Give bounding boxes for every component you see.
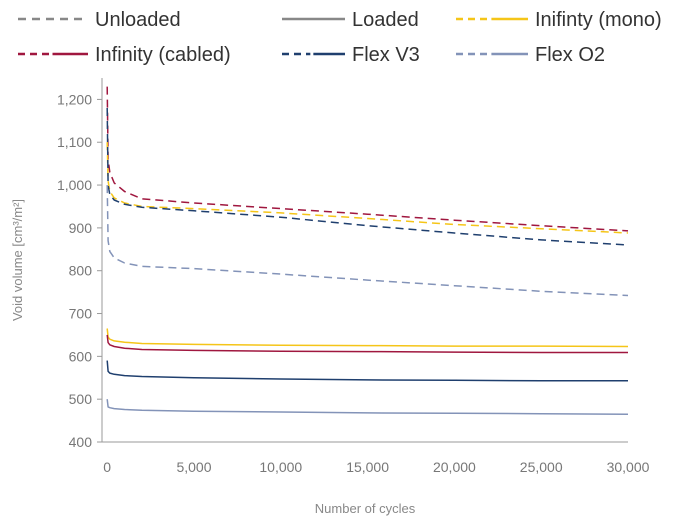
x-tick-label: 15,000 <box>346 459 389 475</box>
series-line-flex-v3-unloaded <box>106 107 629 246</box>
legend-item-loaded: Loaded <box>282 9 419 31</box>
y-axis-ticks: 400 500 600 700 800 900 1,000 1,100 1,200 <box>57 91 102 450</box>
series-line-flex-o2-loaded <box>106 399 629 415</box>
y-tick-label: 900 <box>69 220 93 236</box>
legend-item-unloaded: Unloaded <box>18 9 181 31</box>
y-tick-label: 500 <box>69 391 93 407</box>
series-lines <box>106 86 629 415</box>
legend-label: Unloaded <box>95 9 181 31</box>
y-tick-label: 1,100 <box>57 134 92 150</box>
legend-label: Flex O2 <box>535 44 605 66</box>
chart-axes <box>101 78 628 443</box>
legend-label: Infinity (cabled) <box>95 44 231 66</box>
x-axis-ticks: 0 5,000 10,000 15,000 20,000 25,000 30,000 <box>103 459 649 475</box>
series-line-inifinty-mono-loaded <box>106 328 629 348</box>
x-tick-label: 10,000 <box>259 459 302 475</box>
legend-label: Inifinty (mono) <box>535 9 662 31</box>
y-tick-label: 700 <box>69 306 93 322</box>
chart-legend: Unloaded Loaded Inifinty (mono) Infinity (c… <box>18 9 662 66</box>
x-tick-label: 30,000 <box>607 459 650 475</box>
series-line-infinity-cabled-unloaded <box>106 86 629 232</box>
y-tick-label: 1,000 <box>57 177 92 193</box>
legend-item-flex-o2: Flex O2 <box>456 44 605 66</box>
y-tick-label: 600 <box>69 348 93 364</box>
series-line-flex-v3-loaded <box>106 360 628 382</box>
x-tick-label: 25,000 <box>520 459 563 475</box>
series-line-flex-o2-unloaded <box>106 185 629 297</box>
y-tick-label: 800 <box>69 263 93 279</box>
legend-item-infinity-cabled: Infinity (cabled) <box>18 44 231 66</box>
legend-item-flex-v3: Flex V3 <box>282 44 420 66</box>
series-line-inifinty-mono-unloaded <box>106 142 629 234</box>
series-line-infinity-cabled-loaded <box>106 334 628 354</box>
x-tick-label: 0 <box>103 459 111 475</box>
legend-item-inifinty-mono: Inifinty (mono) <box>456 9 662 31</box>
x-axis-title: Number of cycles <box>315 501 416 516</box>
x-tick-label: 5,000 <box>176 459 211 475</box>
y-tick-label: 400 <box>69 434 93 450</box>
y-axis-title: Void volume [cm³/m²] <box>10 199 25 321</box>
legend-label: Flex V3 <box>352 44 420 66</box>
y-tick-label: 1,200 <box>57 91 92 107</box>
legend-label: Loaded <box>352 9 419 31</box>
x-tick-label: 20,000 <box>433 459 476 475</box>
